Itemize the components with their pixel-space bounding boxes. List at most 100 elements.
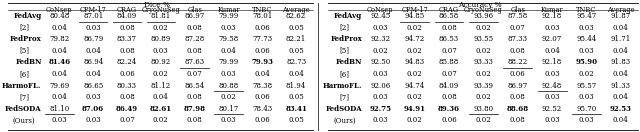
Text: CPM-17: CPM-17 (401, 6, 428, 13)
Text: 93.33: 93.33 (474, 58, 493, 66)
Text: HarmoFL.: HarmoFL. (323, 82, 362, 90)
Text: 0.08: 0.08 (187, 24, 202, 32)
Text: 0.08: 0.08 (441, 24, 457, 32)
Text: CoNsep: CoNsep (367, 6, 394, 13)
Text: 0.04: 0.04 (613, 93, 628, 101)
Text: 87.28: 87.28 (184, 35, 205, 43)
Text: FedAvg: FedAvg (13, 12, 42, 20)
Text: 81.46: 81.46 (48, 58, 70, 66)
Text: [5]: [5] (340, 47, 349, 55)
Text: 0.05: 0.05 (288, 116, 304, 124)
Text: CRAG: CRAG (439, 6, 459, 13)
Text: 0.03: 0.03 (221, 116, 236, 124)
Text: 0.02: 0.02 (476, 47, 492, 55)
Text: 91.33: 91.33 (611, 82, 631, 90)
Text: 91.83: 91.83 (611, 58, 631, 66)
Text: 0.06: 0.06 (119, 70, 135, 78)
Text: 86.65: 86.65 (83, 82, 103, 90)
Text: 88.68: 88.68 (507, 105, 529, 113)
Text: 95.47: 95.47 (577, 12, 596, 20)
Text: 0.08: 0.08 (187, 47, 202, 55)
Text: 81.12: 81.12 (150, 82, 171, 90)
Text: 78.38: 78.38 (252, 82, 273, 90)
Text: 87.01: 87.01 (83, 12, 103, 20)
Text: 0.02: 0.02 (476, 24, 492, 32)
Text: 94.74: 94.74 (404, 82, 425, 90)
Text: 0.02: 0.02 (407, 70, 422, 78)
Text: 94.91: 94.91 (404, 105, 426, 113)
Text: 0.06: 0.06 (441, 116, 457, 124)
Text: 87.98: 87.98 (184, 105, 205, 113)
Text: HarmoFL.: HarmoFL. (2, 82, 42, 90)
Text: 0.07: 0.07 (510, 24, 525, 32)
Text: 0.03: 0.03 (579, 93, 595, 101)
Text: 86.97: 86.97 (184, 12, 205, 20)
Text: 0.06: 0.06 (254, 93, 270, 101)
Text: FedBN: FedBN (336, 58, 362, 66)
Text: 0.04: 0.04 (85, 47, 101, 55)
Text: 0.04: 0.04 (85, 70, 101, 78)
Text: 93.96: 93.96 (474, 12, 493, 20)
Text: 0.05: 0.05 (288, 24, 304, 32)
Text: FedProx: FedProx (330, 35, 362, 43)
Text: 92.53: 92.53 (610, 105, 632, 113)
Text: 0.08: 0.08 (510, 93, 525, 101)
Text: FedSODA: FedSODA (5, 105, 42, 113)
Text: 80.92: 80.92 (150, 58, 171, 66)
Text: 86.58: 86.58 (439, 12, 459, 20)
Text: Kumar: Kumar (217, 6, 240, 13)
Text: 0.03: 0.03 (221, 24, 236, 32)
Text: 0.04: 0.04 (51, 24, 67, 32)
Text: 0.08: 0.08 (119, 93, 135, 101)
Text: 0.04: 0.04 (613, 116, 628, 124)
Text: 0.08: 0.08 (119, 24, 135, 32)
Text: 0.05: 0.05 (288, 93, 304, 101)
Text: 93.80: 93.80 (474, 105, 493, 113)
Text: 0.04: 0.04 (51, 70, 67, 78)
Text: 0.02: 0.02 (476, 116, 492, 124)
Text: 0.08: 0.08 (510, 47, 525, 55)
Text: 80.48: 80.48 (49, 12, 70, 20)
Text: 0.06: 0.06 (254, 24, 270, 32)
Text: 94.85: 94.85 (404, 12, 425, 20)
Text: 77.73: 77.73 (252, 35, 273, 43)
Text: [7]: [7] (19, 93, 29, 101)
Text: 84.09: 84.09 (117, 12, 137, 20)
Text: 0.03: 0.03 (579, 116, 595, 124)
Text: CRAG: CRAG (117, 6, 137, 13)
Text: 87.33: 87.33 (508, 35, 528, 43)
Text: 0.02: 0.02 (372, 47, 388, 55)
Text: 79.58: 79.58 (218, 35, 239, 43)
Text: 0.07: 0.07 (441, 47, 457, 55)
Text: 78.01: 78.01 (252, 12, 273, 20)
Text: 0.04: 0.04 (613, 24, 628, 32)
Text: TNBC: TNBC (252, 6, 273, 13)
Text: 84.09: 84.09 (439, 82, 459, 90)
Text: (Ours): (Ours) (333, 116, 356, 124)
Text: 0.04: 0.04 (613, 70, 628, 78)
Text: 0.02: 0.02 (407, 116, 422, 124)
Text: 81.10: 81.10 (49, 105, 70, 113)
Text: 0.02: 0.02 (153, 24, 169, 32)
Text: 93.55: 93.55 (474, 35, 493, 43)
Text: 0.02: 0.02 (476, 70, 492, 78)
Text: 0.03: 0.03 (85, 93, 101, 101)
Text: 0.06: 0.06 (254, 47, 270, 55)
Text: 87.63: 87.63 (184, 58, 205, 66)
Text: [5]: [5] (19, 47, 29, 55)
Text: CPM-17: CPM-17 (80, 6, 106, 13)
Text: CryoNuSeg: CryoNuSeg (464, 6, 503, 13)
Text: 81.94: 81.94 (286, 82, 306, 90)
Text: 0.08: 0.08 (441, 93, 457, 101)
Text: Kumar: Kumar (541, 6, 563, 13)
Text: 92.18: 92.18 (542, 12, 562, 20)
Text: 82.61: 82.61 (150, 105, 172, 113)
Text: 0.04: 0.04 (613, 47, 628, 55)
Text: 92.32: 92.32 (370, 35, 390, 43)
Text: Glas: Glas (510, 6, 525, 13)
Text: 0.05: 0.05 (288, 47, 304, 55)
Text: 0.04: 0.04 (51, 93, 67, 101)
Text: 95.70: 95.70 (577, 105, 596, 113)
Text: Average: Average (607, 6, 635, 13)
Text: 0.03: 0.03 (579, 47, 595, 55)
